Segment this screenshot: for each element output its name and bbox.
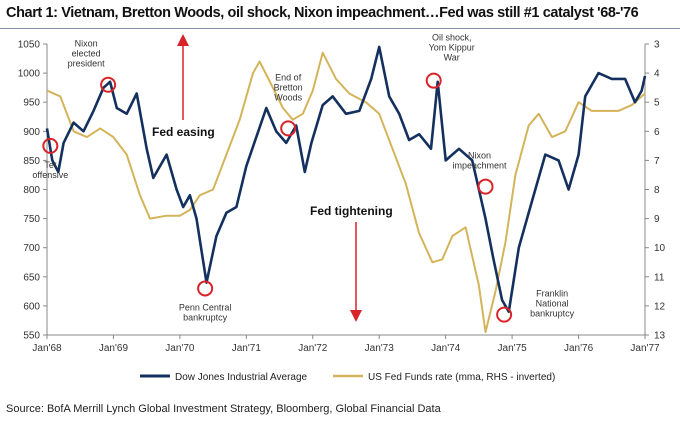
x-tick-label: Jan'77 (630, 343, 660, 354)
fed-easing-label: Fed easing (152, 125, 215, 139)
x-tick-label: Jan'72 (298, 343, 328, 354)
y-left-tick-label: 700 (23, 243, 40, 254)
event-annotation-label: War (444, 53, 460, 63)
y-left-tick-label: 1050 (18, 40, 41, 51)
x-tick-label: Jan'69 (99, 343, 129, 354)
y-left-tick-label: 750 (23, 214, 40, 225)
y-left-tick-label: 550 (23, 331, 40, 342)
event-annotation-label: Yom Kippur (429, 43, 475, 53)
event-marker-circle (496, 306, 513, 323)
y-right-tick-label: 11 (654, 272, 665, 283)
y-left-tick-label: 900 (23, 127, 40, 138)
y-left-tick-label: 650 (23, 272, 40, 283)
event-annotation-label: bankruptcy (183, 312, 228, 322)
y-right-tick-label: 6 (654, 127, 660, 138)
x-tick-label: Jan'68 (32, 343, 62, 354)
djia-line (45, 45, 647, 313)
x-tick-label: Jan'73 (365, 343, 395, 354)
y-left-tick-label: 950 (23, 98, 40, 109)
legend-djia-label: Dow Jones Industrial Average (175, 372, 308, 383)
event-marker-circle (425, 72, 442, 89)
event-annotation-label: Nixon (75, 39, 98, 49)
event-annotation-label: Bretton (274, 82, 303, 92)
x-tick-label: Jan'74 (431, 343, 461, 354)
event-annotation-label: offensive (32, 170, 68, 180)
y-right-tick-label: 10 (654, 243, 666, 254)
chart: 550 600 650 700 750 800 850 900 950 1000 1050 3 4 5 6 7… (18, 33, 666, 383)
event-marker-circle (280, 120, 297, 137)
event-annotation-label: bankruptcy (530, 309, 575, 319)
y-right-tick-label: 12 (654, 301, 666, 312)
event-annotation-label: president (68, 59, 106, 69)
y-right-tick-label: 9 (654, 214, 660, 225)
y-right-tick-label: 8 (654, 185, 660, 196)
y-left-tick-label: 600 (23, 301, 40, 312)
y-left-tick-label: 1000 (18, 69, 41, 80)
legend-fed-label: US Fed Funds rate (mma, RHS - inverted) (368, 372, 555, 383)
event-annotation-label: elected (72, 49, 101, 59)
y-right-tick-label: 4 (654, 69, 660, 80)
x-tick-label: Jan'75 (498, 343, 528, 354)
y-right-tick-label: 5 (654, 98, 660, 109)
event-annotation-label: impeachment (453, 161, 508, 171)
y-right-tick-label: 3 (654, 40, 660, 51)
event-annotation-label: National (536, 299, 569, 309)
event-annotation-label: End of (275, 72, 302, 82)
y-left-tick-label: 800 (23, 185, 40, 196)
event-annotation-label: Franklin (536, 289, 568, 299)
chart-title: Chart 1: Vietnam, Bretton Woods, oil sho… (6, 5, 639, 21)
y-left-tick-label: 850 (23, 156, 40, 167)
source-note: Source: BofA Merrill Lynch Global Invest… (6, 403, 441, 415)
y-right-tick-label: 7 (654, 156, 660, 167)
event-annotation-label: Woods (274, 92, 302, 102)
fed-tightening-label: Fed tightening (310, 204, 393, 218)
event-annotation-label: Penn Central (179, 302, 232, 312)
event-annotation-label: Tet (44, 160, 57, 170)
event-marker-circle (100, 76, 117, 93)
title-divider (0, 28, 680, 29)
fed-funds-line (46, 51, 646, 334)
event-annotation-label: Nixon (468, 151, 491, 161)
y-right-tick-label: 13 (654, 331, 666, 342)
event-marker-circle (477, 178, 494, 195)
event-marker-circle (197, 280, 214, 297)
event-annotation-label: Oil shock, (432, 33, 472, 43)
event-marker-circle (42, 137, 59, 154)
x-tick-label: Jan'71 (232, 343, 262, 354)
x-tick-label: Jan'76 (564, 343, 594, 354)
x-tick-label: Jan'70 (165, 343, 195, 354)
